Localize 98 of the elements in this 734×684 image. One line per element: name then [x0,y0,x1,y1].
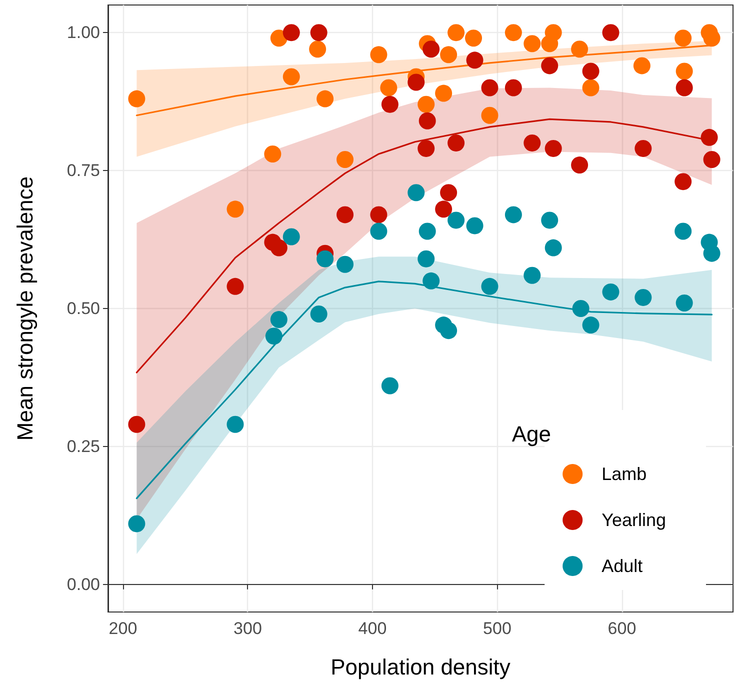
point [440,322,458,340]
point [481,278,498,295]
point [448,24,465,42]
point [541,212,558,229]
point [310,24,328,42]
point [582,316,600,334]
point [572,300,590,317]
point [674,222,692,240]
point [582,62,600,80]
point [418,140,435,157]
y-tick-label: 0.25 [66,436,100,456]
point [128,416,146,433]
point [270,239,288,256]
point [282,24,300,42]
point [316,90,334,108]
point [370,206,388,224]
x-tick-label: 200 [108,619,138,638]
point [674,173,692,190]
point [316,250,334,268]
point [571,156,588,174]
point [703,30,720,47]
point [676,62,693,80]
point [466,52,484,69]
point [435,84,452,102]
point [582,79,600,96]
point [448,212,465,229]
point [264,145,282,162]
point [418,250,435,268]
point [504,24,522,42]
point [336,206,354,224]
point [282,228,300,246]
point [128,90,146,108]
point [381,377,398,394]
point [634,140,652,157]
point [309,40,326,58]
point [602,24,620,42]
point [265,328,282,345]
point [370,222,388,240]
point [418,96,435,113]
point [524,134,541,152]
legend-title: Age [512,422,552,446]
point [524,35,541,52]
legend-label: Yearling [602,510,666,530]
point [676,294,693,312]
point [481,79,498,96]
point [676,79,693,96]
point [633,57,650,74]
point [541,57,558,74]
point [422,40,440,58]
y-tick-label: 0.50 [66,299,100,318]
point [310,306,328,323]
point [418,222,436,240]
point [634,288,652,306]
x-tick-label: 300 [234,619,262,638]
y-axis-title: Mean strongyle prevalence [12,176,38,441]
legend-label: Lamb [602,464,647,484]
point [422,272,440,290]
point [282,68,300,86]
point [440,184,458,202]
legend-label: Adult [602,556,643,576]
point [703,151,720,168]
point [128,515,146,532]
point [481,106,498,124]
point [435,200,452,218]
point [465,30,482,47]
point [504,79,522,96]
point [226,200,244,218]
point [504,206,522,224]
point [370,46,388,64]
point [226,278,244,295]
point [381,96,398,113]
point [674,30,692,47]
point [418,112,436,130]
point [408,74,425,91]
point [544,140,562,157]
point [466,217,484,234]
point [602,283,620,300]
point [524,266,541,284]
y-tick-label: 0.00 [66,574,100,594]
x-tick-label: 500 [483,619,512,638]
point [440,46,458,64]
x-tick-label: 400 [358,619,387,638]
point [544,24,562,42]
point [380,79,398,96]
point [408,184,425,202]
point [270,311,288,328]
point [336,256,354,273]
point [448,134,465,152]
x-axis-title: Population density [330,654,510,680]
point [544,239,562,256]
y-tick-label: 1.00 [66,23,100,42]
point [700,128,718,146]
point [571,40,588,58]
point [226,416,244,433]
point [703,244,720,262]
y-tick-label: 0.75 [66,161,100,180]
point [336,151,354,168]
x-tick-label: 600 [608,619,636,638]
